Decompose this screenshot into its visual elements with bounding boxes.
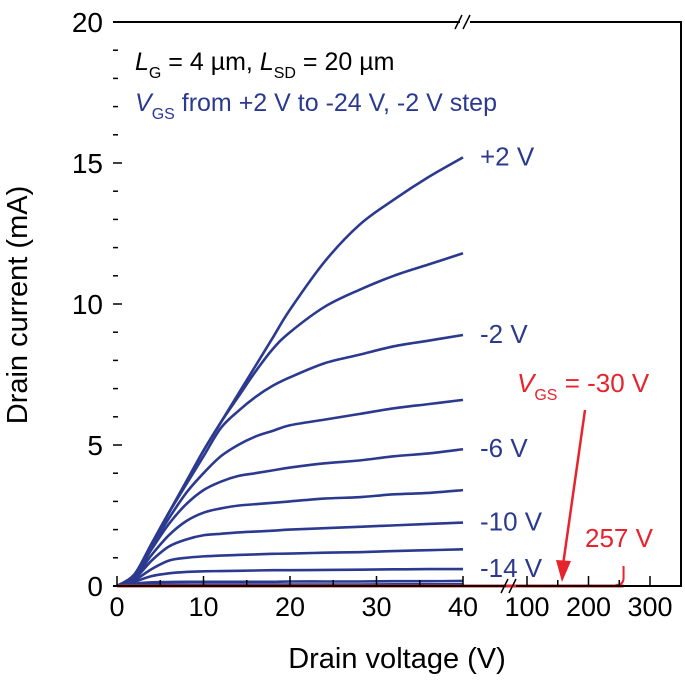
curve-label: -6 V [480, 433, 528, 463]
curve-vgs--8 [117, 490, 463, 586]
y-tick-label: 5 [87, 430, 103, 461]
curve-label: -14 V [480, 553, 543, 583]
x-tick-label: 20 [275, 592, 305, 622]
arrow-line [563, 410, 585, 565]
red-value-label: 257 V [585, 523, 654, 553]
x-tick-label: 40 [448, 592, 478, 622]
curve-label: -2 V [480, 319, 528, 349]
y-tick-label: 20 [72, 7, 103, 38]
x-axis-label: Drain voltage (V) [288, 643, 506, 675]
x-tick-label: 200 [566, 592, 611, 622]
annotation-vgs-range: VGS from +2 V to -24 V, -2 V step [135, 89, 497, 123]
y-axis-label: Drain current (mA) [2, 186, 34, 425]
curve-label: +2 V [480, 141, 535, 171]
y-tick-label: 15 [72, 148, 103, 179]
x-tick-label: 10 [188, 592, 218, 622]
curve-label: -10 V [480, 507, 543, 537]
curves: +2 V -2 V -6 V -10 V -14 V [117, 141, 624, 586]
x-tick-label: 100 [504, 592, 549, 622]
y-tick-label: 0 [87, 571, 103, 602]
curve-vgs--2 [117, 335, 463, 586]
y-tick-label: 10 [72, 289, 103, 320]
x-tick-label: 0 [109, 592, 124, 622]
x-tick-label: 300 [627, 592, 672, 622]
arrow-head-icon [556, 560, 571, 582]
curve-vgs-+2 [117, 157, 463, 586]
red-vgs-label: VGS = -30 V [517, 368, 650, 404]
x-tick-label: 30 [361, 592, 391, 622]
annotation-geometry: LG = 4 µm, LSD = 20 µm [135, 48, 394, 82]
